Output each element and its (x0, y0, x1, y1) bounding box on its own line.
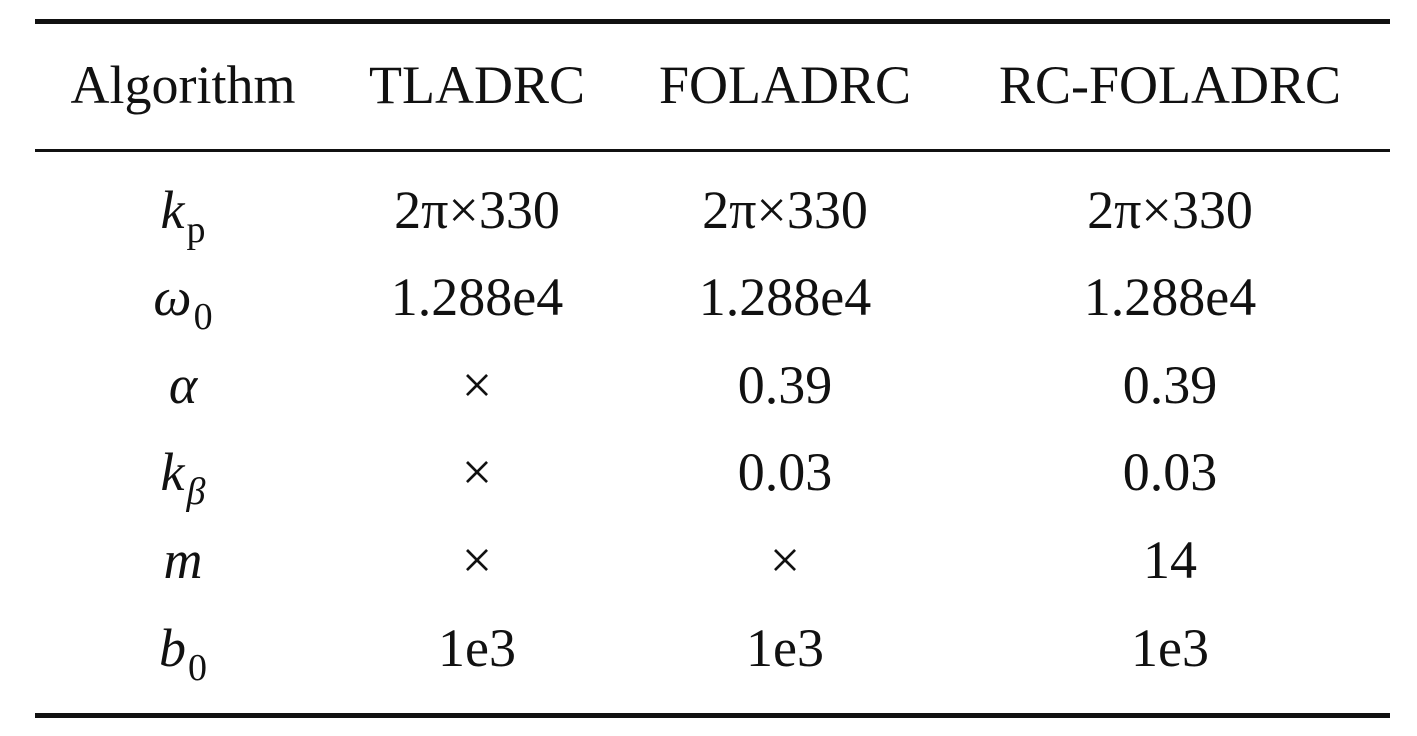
value-cell: × (461, 530, 493, 590)
value-cell: 1e3 (438, 618, 516, 678)
parameter-cell: ω0 (153, 267, 212, 336)
subscript: 0 (193, 296, 213, 338)
value-cell: 2π×330 (702, 180, 868, 240)
value-cell: 1e3 (1131, 618, 1209, 678)
header-cell: RC-FOLADRC (998, 55, 1342, 115)
header-cell: Algorithm (70, 55, 296, 115)
symbol: k (160, 442, 185, 502)
symbol: m (163, 530, 203, 590)
header-cell: TLADRC (369, 55, 585, 115)
value-cell: 2π×330 (1087, 180, 1253, 240)
value-cell: 14 (1143, 530, 1197, 590)
value-cell: 0.39 (1122, 355, 1218, 415)
value-cell: × (461, 355, 493, 415)
symbol: k (160, 180, 185, 240)
value-cell: 1e3 (746, 618, 824, 678)
subscript: 0 (188, 647, 207, 689)
symbol: ω (153, 267, 192, 327)
subscript: p (186, 209, 206, 251)
value-cell: 0.39 (737, 355, 833, 415)
symbol: b (159, 618, 186, 678)
top-rule (35, 19, 1390, 24)
value-cell: 0.03 (1122, 442, 1218, 502)
value-cell: 2π×330 (394, 180, 560, 240)
bottom-rule (35, 713, 1390, 718)
parameter-cell: α (169, 358, 197, 412)
symbol: α (168, 355, 198, 415)
subscript: β (186, 471, 206, 513)
parameter-cell: kp (160, 180, 206, 249)
value-cell: 0.03 (737, 442, 833, 502)
parameter-cell: m (164, 533, 203, 587)
value-cell: 1.288e4 (390, 267, 564, 327)
value-cell: × (461, 442, 493, 502)
parameter-cell: b0 (159, 618, 207, 687)
value-cell: × (769, 530, 801, 590)
parameter-cell: kβ (160, 442, 206, 511)
mid-rule (35, 149, 1390, 152)
value-cell: 1.288e4 (1083, 267, 1257, 327)
value-cell: 1.288e4 (698, 267, 872, 327)
header-cell: FOLADRC (658, 55, 912, 115)
